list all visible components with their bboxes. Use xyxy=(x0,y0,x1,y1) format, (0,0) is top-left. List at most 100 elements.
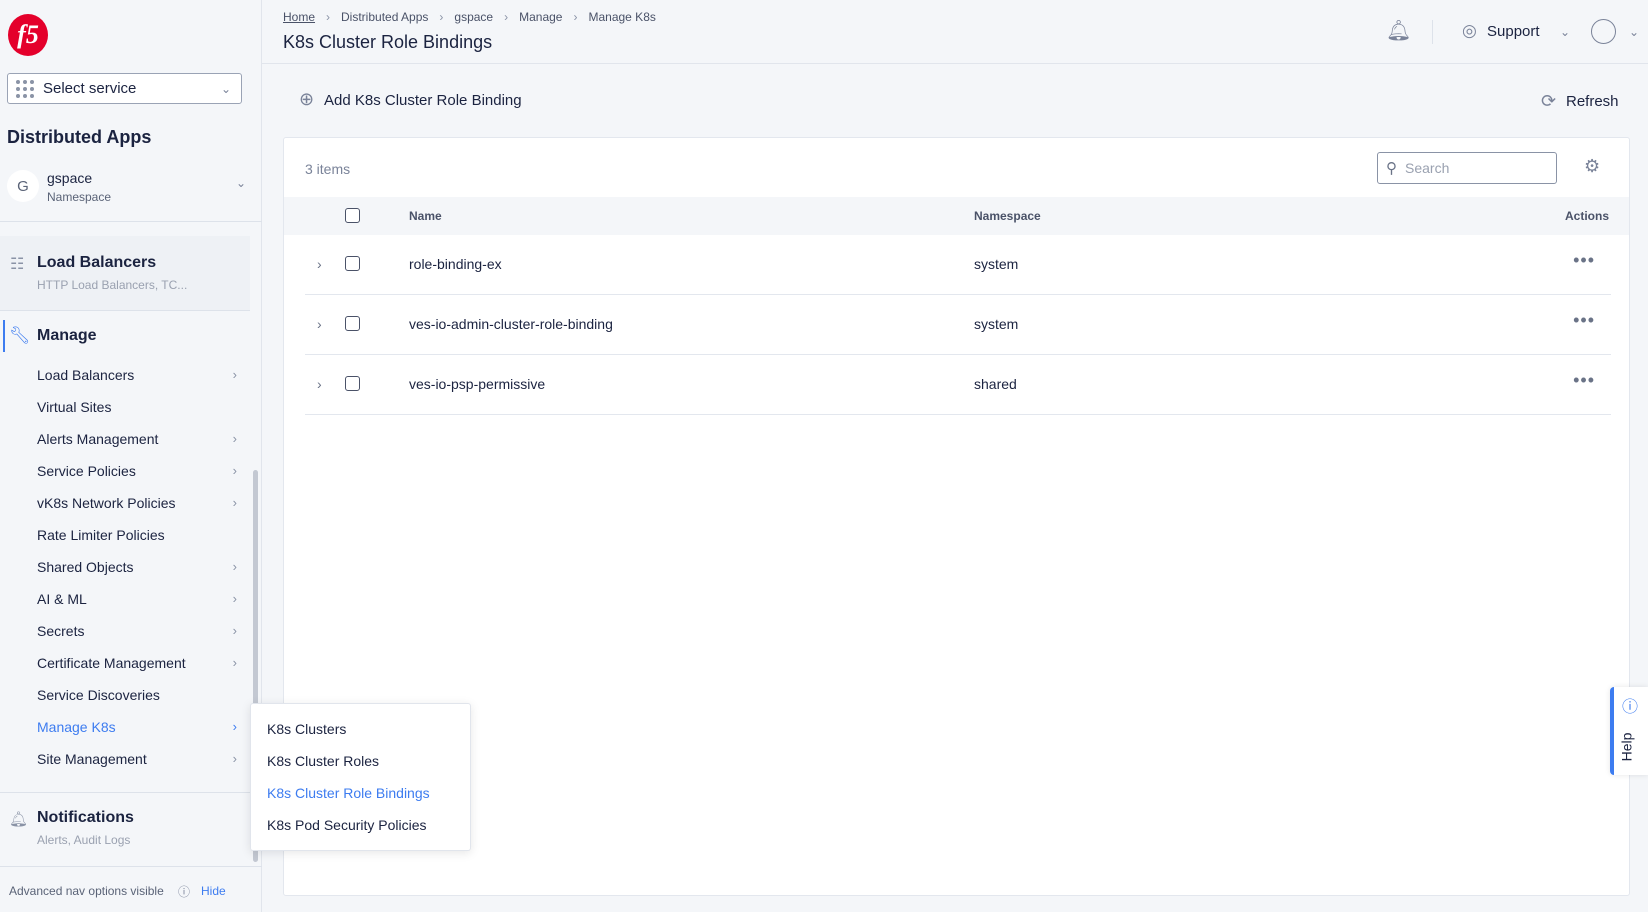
item-count: 3 items xyxy=(305,161,351,177)
divider xyxy=(0,792,250,793)
sidebar-scrollbar[interactable] xyxy=(253,470,258,862)
notifications-title[interactable]: Notifications xyxy=(37,809,134,826)
row-namespace: system xyxy=(974,256,1019,272)
chevron-down-icon[interactable]: ⌄ xyxy=(1560,25,1571,39)
breadcrumb-home[interactable]: Home xyxy=(283,10,316,24)
nav-item[interactable]: AI & ML › xyxy=(37,591,237,607)
submenu-item[interactable]: K8s Cluster Roles xyxy=(267,753,380,769)
submenu-item[interactable]: K8s Pod Security Policies xyxy=(267,817,427,833)
namespace-chevron-icon[interactable]: ⌄ xyxy=(236,176,247,190)
row-checkbox[interactable] xyxy=(345,256,360,271)
nav-item[interactable]: Virtual Sites xyxy=(37,399,237,415)
refresh-button[interactable]: Refresh xyxy=(1566,93,1619,110)
divider xyxy=(1432,20,1433,44)
table-card: 3 items ⚲ Search ⚙ Name Namespace Action… xyxy=(283,137,1630,896)
select-service-label: Select service xyxy=(43,80,137,97)
user-avatar-icon[interactable] xyxy=(1591,19,1616,44)
breadcrumb-item[interactable]: Manage K8s xyxy=(588,10,656,24)
chevron-down-icon: ⌄ xyxy=(220,81,231,96)
expand-chevron-icon[interactable]: › xyxy=(317,256,322,272)
more-actions-icon[interactable]: ••• xyxy=(1573,310,1595,330)
manage-k8s-submenu: K8s Clusters K8s Cluster Roles K8s Cluster… xyxy=(250,703,471,851)
nav-item-label: Manage K8s xyxy=(37,719,116,735)
column-header-name[interactable]: Name xyxy=(409,209,442,223)
breadcrumb-item[interactable]: Manage xyxy=(519,10,563,24)
select-all-checkbox[interactable] xyxy=(345,208,360,223)
bell-icon[interactable]: 🔔︎ xyxy=(1386,20,1412,42)
nav-item[interactable]: Shared Objects › xyxy=(37,559,237,575)
nav-item[interactable]: Certificate Management › xyxy=(37,655,237,671)
chevron-right-icon: › xyxy=(232,463,237,478)
nav-item[interactable]: Alerts Management › xyxy=(37,431,237,447)
nav-item[interactable]: Manage K8s › xyxy=(37,719,237,735)
expand-chevron-icon[interactable]: › xyxy=(317,316,322,332)
nav-item-label: Load Balancers xyxy=(37,367,135,383)
row-name[interactable]: ves-io-psp-permissive xyxy=(409,376,546,392)
submenu-item[interactable]: K8s Cluster Role Bindings xyxy=(267,785,430,801)
nav-item[interactable]: Site Management › xyxy=(37,751,237,767)
submenu-item[interactable]: K8s Clusters xyxy=(267,721,347,737)
help-tab[interactable]: ⓘ Help xyxy=(1610,687,1648,775)
column-header-actions: Actions xyxy=(1564,209,1609,223)
gear-icon[interactable]: ⚙ xyxy=(1584,156,1601,176)
hide-link[interactable]: Hide xyxy=(201,884,226,898)
row-checkbox[interactable] xyxy=(345,376,360,391)
add-binding-button[interactable]: Add K8s Cluster Role Binding xyxy=(324,92,522,109)
namespace-label: Namespace xyxy=(47,190,112,204)
app-title: Distributed Apps xyxy=(7,127,152,147)
nav-item-label: Secrets xyxy=(37,623,85,639)
f5-logo[interactable]: f5 xyxy=(8,14,48,56)
table-row[interactable]: › ves-io-admin-cluster-role-binding syst… xyxy=(305,295,1611,355)
more-actions-icon[interactable]: ••• xyxy=(1573,370,1595,390)
row-name[interactable]: role-binding-ex xyxy=(409,256,502,272)
nav-item[interactable]: Secrets › xyxy=(37,623,237,639)
divider xyxy=(0,221,262,222)
chevron-right-icon: › xyxy=(232,751,237,766)
info-icon[interactable]: ⓘ xyxy=(178,885,191,899)
namespace-name[interactable]: gspace xyxy=(47,170,93,186)
nav-item[interactable]: vK8s Network Policies › xyxy=(37,495,237,511)
chevron-right-icon: › xyxy=(232,495,237,510)
lifebuoy-icon[interactable]: ◎ xyxy=(1462,21,1477,40)
breadcrumb-item[interactable]: Distributed Apps xyxy=(341,10,429,24)
load-balancers-title: Load Balancers xyxy=(37,254,157,271)
nav-item[interactable]: Service Policies › xyxy=(37,463,237,479)
select-service-dropdown[interactable]: Select service ⌄ xyxy=(7,73,242,104)
nav-item-label: Service Discoveries xyxy=(37,687,160,703)
chevron-down-icon[interactable]: ⌄ xyxy=(1629,25,1640,39)
more-actions-icon[interactable]: ••• xyxy=(1573,250,1595,270)
expand-chevron-icon[interactable]: › xyxy=(317,376,322,392)
nav-item-label: Shared Objects xyxy=(37,559,134,575)
wrench-icon: 🔧︎ xyxy=(9,326,31,345)
column-header-namespace[interactable]: Namespace xyxy=(974,209,1041,223)
nav-item-label: Site Management xyxy=(37,751,147,767)
support-menu[interactable]: Support xyxy=(1487,23,1540,40)
namespace-avatar: G xyxy=(7,170,39,202)
divider xyxy=(0,310,250,311)
nav-item-label: Alerts Management xyxy=(37,431,159,447)
chevron-right-icon: › xyxy=(232,367,237,382)
table-row[interactable]: › ves-io-psp-permissive shared ••• xyxy=(305,355,1611,415)
row-checkbox[interactable] xyxy=(345,316,360,331)
load-balancers-section[interactable]: ☷ Load Balancers HTTP Load Balancers, TC… xyxy=(0,236,250,311)
table-header: Name Namespace Actions xyxy=(284,197,1629,235)
breadcrumb-item[interactable]: gspace xyxy=(454,10,494,24)
breadcrumb: Home › Distributed Apps › gspace › Manage › … xyxy=(283,10,656,24)
chevron-right-icon: › xyxy=(232,591,237,606)
divider xyxy=(0,866,262,867)
table-row[interactable]: › role-binding-ex system ••• xyxy=(305,235,1611,295)
row-name[interactable]: ves-io-admin-cluster-role-binding xyxy=(409,316,613,332)
chevron-right-icon: › xyxy=(232,431,237,446)
nav-item-label: Rate Limiter Policies xyxy=(37,527,165,543)
chevron-right-icon: › xyxy=(232,719,237,734)
load-balancer-icon: ☷ xyxy=(10,256,25,273)
nav-item[interactable]: Service Discoveries xyxy=(37,687,237,703)
page-title: K8s Cluster Role Bindings xyxy=(283,32,493,52)
load-balancers-subtitle: HTTP Load Balancers, TC... xyxy=(37,278,188,292)
manage-section-title[interactable]: Manage xyxy=(37,327,97,344)
search-input[interactable]: ⚲ Search xyxy=(1377,152,1557,184)
sidebar: f5 Select service ⌄ Distributed Apps G g… xyxy=(0,0,262,912)
nav-item[interactable]: Rate Limiter Policies xyxy=(37,527,237,543)
nav-item-label: AI & ML xyxy=(37,591,87,607)
nav-item[interactable]: Load Balancers › xyxy=(37,367,237,383)
